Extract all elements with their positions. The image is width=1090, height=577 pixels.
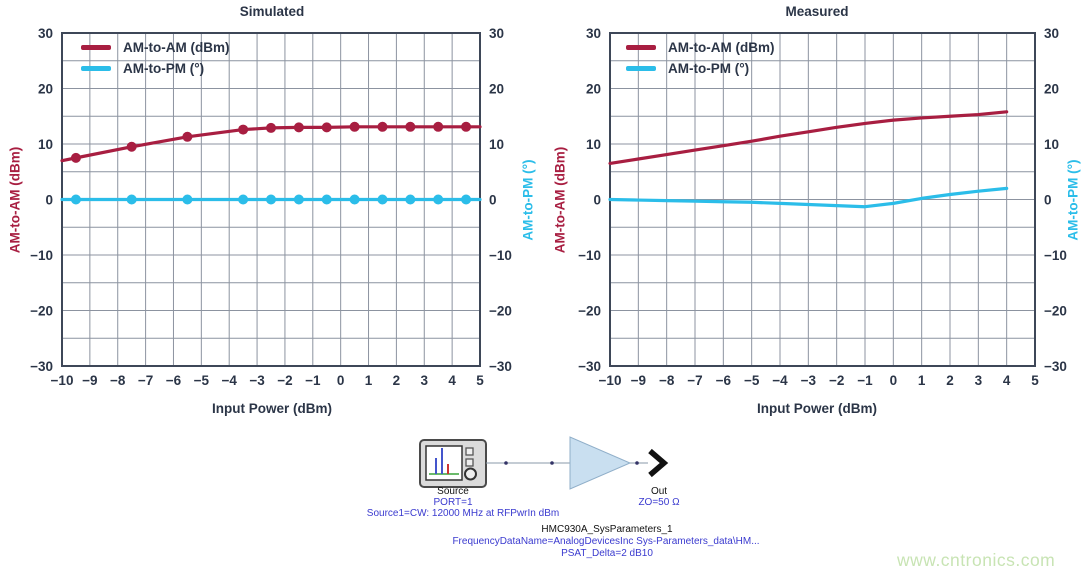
wire-source-to-amplifier (486, 461, 570, 465)
svg-text:20: 20 (1044, 81, 1059, 96)
svg-text:0: 0 (489, 192, 497, 207)
source-port-label: PORT=1 (433, 497, 473, 508)
svg-text:−5: −5 (194, 373, 210, 388)
output-port-icon (648, 448, 669, 478)
svg-text:−10: −10 (599, 373, 622, 388)
schematic-drawing (419, 436, 669, 490)
svg-text:2: 2 (393, 373, 401, 388)
legend-label-am-to-am: AM-to-AM (dBm) (668, 40, 775, 55)
svg-text:3: 3 (421, 373, 429, 388)
svg-text:−10: −10 (51, 373, 74, 388)
chart-simulated: Simulated AM-to-AM (dBm) AM-to-PM (°) −1… (0, 0, 545, 430)
legend: AM-to-AM (dBm) AM-to-PM (°) (81, 37, 229, 79)
svg-text:−1: −1 (305, 373, 321, 388)
svg-text:1: 1 (918, 373, 926, 388)
svg-text:−8: −8 (110, 373, 126, 388)
svg-text:30: 30 (38, 26, 53, 41)
x-axis-title: Input Power (dBm) (212, 401, 332, 416)
signal-source-icon (419, 439, 487, 488)
svg-text:20: 20 (489, 81, 504, 96)
legend-item-am-to-pm: AM-to-PM (°) (626, 58, 774, 79)
chart-title-simulated: Simulated (239, 4, 305, 19)
legend-item-am-to-pm: AM-to-PM (°) (81, 58, 229, 79)
svg-text:3: 3 (975, 373, 983, 388)
svg-text:−30: −30 (578, 359, 601, 374)
svg-text:−3: −3 (249, 373, 265, 388)
svg-text:−6: −6 (166, 373, 182, 388)
legend-swatch-am-to-pm (626, 66, 656, 71)
out-label: Out (650, 486, 668, 497)
svg-text:−30: −30 (489, 359, 512, 374)
svg-text:−9: −9 (82, 373, 97, 388)
svg-text:−8: −8 (659, 373, 675, 388)
amplifier-name-label: HMC930A_SysParameters_1 (541, 524, 673, 535)
svg-text:5: 5 (1031, 373, 1039, 388)
chart-measured: Measured AM-to-AM (dBm) AM-to-PM (°) −10… (545, 0, 1090, 430)
svg-text:20: 20 (38, 81, 53, 96)
svg-text:−3: −3 (801, 373, 817, 388)
svg-text:1: 1 (365, 373, 373, 388)
svg-text:10: 10 (38, 137, 53, 152)
legend-label-am-to-pm: AM-to-PM (°) (668, 61, 750, 76)
svg-text:−5: −5 (744, 373, 760, 388)
svg-text:−7: −7 (138, 373, 153, 388)
svg-text:0: 0 (890, 373, 898, 388)
svg-text:20: 20 (586, 81, 601, 96)
legend-label-am-to-pm: AM-to-PM (°) (123, 61, 205, 76)
watermark: www.cntronics.com (897, 550, 1056, 570)
svg-text:−30: −30 (30, 359, 53, 374)
out-impedance-label: ZO=50 Ω (638, 497, 680, 508)
svg-text:−1: −1 (857, 373, 873, 388)
legend-item-am-to-am: AM-to-AM (dBm) (81, 37, 229, 58)
legend: AM-to-AM (dBm) AM-to-PM (°) (626, 37, 774, 79)
svg-text:30: 30 (1044, 26, 1059, 41)
source-label: Source (437, 486, 469, 497)
legend-label-am-to-am: AM-to-AM (dBm) (123, 40, 230, 55)
svg-text:2: 2 (946, 373, 954, 388)
svg-text:10: 10 (489, 137, 504, 152)
svg-text:−10: −10 (578, 248, 601, 263)
legend-swatch-am-to-am (81, 45, 111, 50)
amplifier-psat-label: PSAT_Delta=2 dB10 (561, 548, 653, 559)
svg-text:−10: −10 (30, 248, 53, 263)
svg-text:−4: −4 (221, 373, 237, 388)
svg-text:−20: −20 (30, 303, 53, 318)
svg-text:10: 10 (586, 137, 601, 152)
amplifier-frequency-data-label: FrequencyDataName=AnalogDevicesInc Sys-P… (452, 536, 760, 547)
amplifier-icon (569, 436, 632, 490)
chart-title-measured: Measured (785, 4, 849, 19)
svg-text:5: 5 (476, 373, 484, 388)
svg-text:0: 0 (593, 192, 601, 207)
svg-text:30: 30 (586, 26, 601, 41)
svg-text:−7: −7 (687, 373, 702, 388)
svg-text:−2: −2 (829, 373, 844, 388)
svg-text:−4: −4 (772, 373, 788, 388)
svg-text:0: 0 (337, 373, 345, 388)
svg-text:−2: −2 (277, 373, 292, 388)
wire-amplifier-to-out (630, 461, 648, 465)
svg-text:4: 4 (1003, 373, 1011, 388)
svg-text:0: 0 (45, 192, 53, 207)
x-axis-title: Input Power (dBm) (757, 401, 877, 416)
source-config-label: Source1=CW: 12000 MHz at RFPwrIn dBm (366, 508, 560, 519)
svg-text:−10: −10 (489, 248, 512, 263)
svg-text:−20: −20 (578, 303, 601, 318)
svg-text:10: 10 (1044, 137, 1059, 152)
svg-text:4: 4 (448, 373, 456, 388)
svg-text:0: 0 (1044, 192, 1052, 207)
svg-text:−6: −6 (716, 373, 732, 388)
svg-text:−9: −9 (631, 373, 646, 388)
svg-text:30: 30 (489, 26, 504, 41)
svg-text:−30: −30 (1044, 359, 1067, 374)
legend-swatch-am-to-pm (81, 66, 111, 71)
legend-item-am-to-am: AM-to-AM (dBm) (626, 37, 774, 58)
svg-text:−20: −20 (489, 303, 512, 318)
svg-text:−10: −10 (1044, 248, 1067, 263)
svg-text:−20: −20 (1044, 303, 1067, 318)
legend-swatch-am-to-am (626, 45, 656, 50)
